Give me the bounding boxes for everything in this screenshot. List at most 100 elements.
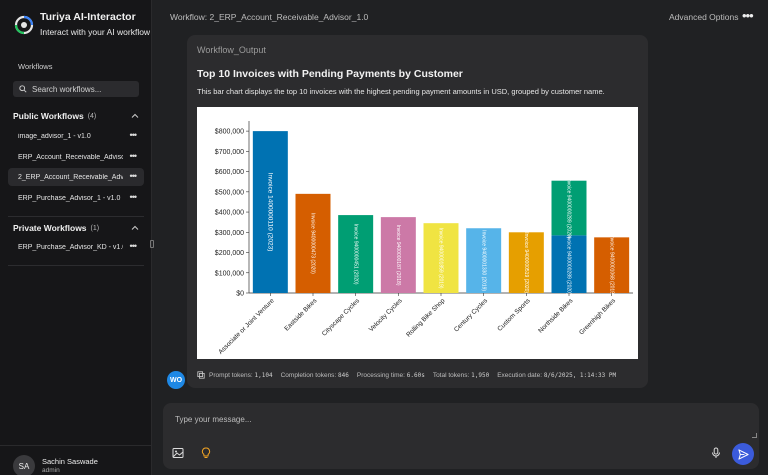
x-tick-label: Century Cycles [453, 297, 490, 334]
bar-data-label: Invoice 9400001330 (2019) [480, 230, 486, 291]
execution-date-label: Execution date: [497, 371, 542, 379]
prompt-tokens-value: 1,104 [254, 371, 273, 379]
y-tick-label: $0 [236, 291, 244, 298]
workflow-item[interactable]: ERP_Purchase_Advisor_1 - v1.0 ••• [8, 189, 144, 207]
output-label: Workflow_Output [197, 45, 266, 55]
sidebar-scroll-handle[interactable] [150, 240, 154, 248]
public-workflows-count: (4) [87, 112, 97, 120]
bar-data-label: Invoice 9400000289 (2020) [566, 234, 572, 295]
message-input[interactable] [175, 415, 735, 431]
y-tick-label: $400,000 [215, 210, 244, 217]
bar [466, 228, 502, 293]
bar [508, 232, 544, 293]
bar-data-label: Invoice 9400001859 (2019) [438, 228, 444, 289]
copy-icon[interactable] [197, 371, 205, 379]
user-role: admin [42, 467, 60, 474]
y-tick-label: $100,000 [215, 270, 244, 277]
bar-data-label: Invoice 9400000519 (2020) [523, 232, 529, 293]
bar-data-label: Invoice 9400000473 (2020) [310, 213, 316, 274]
sidebar-divider [8, 216, 144, 217]
lightbulb-icon[interactable] [200, 447, 212, 459]
total-tokens-label: Total tokens: [432, 371, 470, 379]
processing-time-label: Processing time: [356, 371, 405, 379]
resize-handle[interactable] [752, 433, 757, 438]
app-subtitle: Interact with your AI workflow [40, 27, 151, 37]
bar [551, 180, 587, 236]
image-upload-icon[interactable] [172, 447, 184, 459]
execution-date-value: 8/6/2025, 1:14:33 PM [543, 371, 617, 379]
y-tick-label: $500,000 [215, 189, 244, 196]
workflow-item-label: ERP_Purchase_Advisor_1 - v1.0 [18, 194, 121, 202]
private-workflows-count: (1) [90, 224, 100, 232]
x-tick-label: Custom Sports [496, 297, 532, 333]
bar-chart: $0 $100,000 $200,000 $300,000 $400,000 $500,0… [197, 107, 638, 359]
search-box [13, 81, 139, 97]
user-name: Sachin Saswade [42, 457, 98, 466]
bar-data-label: Invoice 9400000289 (2020) [566, 178, 572, 239]
workflow-title: Workflow: 2_ERP_Account_Receivable_Advis… [170, 12, 369, 22]
microphone-icon[interactable] [710, 447, 722, 459]
app-title: Turiya AI-Interactor [40, 11, 136, 23]
x-tick-label: Cityscape Cycles [321, 297, 362, 338]
x-tick-label: Associate or Joint Venture [217, 297, 276, 356]
y-tick-label: $600,000 [215, 169, 244, 176]
bar [551, 235, 587, 293]
private-workflows-title: Private Workflows [13, 223, 87, 233]
x-tick-label: Velocity Cycles [368, 297, 404, 333]
total-tokens-value: 1,950 [471, 371, 490, 379]
send-button[interactable] [732, 443, 754, 465]
workflow-output-card: Workflow_Output Top 10 Invoices with Pen… [187, 35, 648, 388]
more-options-icon[interactable]: ••• [129, 151, 138, 161]
completion-tokens-value: 846 [338, 371, 349, 379]
more-options-icon[interactable]: ••• [129, 192, 138, 202]
bar [295, 193, 331, 293]
run-stats: Prompt tokens: 1,104 Completion tokens: … [197, 371, 616, 379]
workflows-section-label: Workflows [18, 62, 53, 71]
private-workflows-header[interactable]: Private Workflows (1) [13, 223, 139, 233]
bar [252, 131, 288, 293]
chevron-up-icon[interactable] [131, 112, 139, 120]
more-options-icon[interactable]: ••• [129, 130, 138, 140]
bar [380, 217, 416, 293]
prompt-tokens-label: Prompt tokens: [209, 371, 253, 379]
avatar: SA [13, 455, 35, 475]
bar-data-label: Invoice 9400000187 (2018) [395, 225, 401, 286]
bar [594, 237, 630, 293]
workflow-item[interactable]: ERP_Account_Receivable_Advisor ••• [8, 148, 144, 166]
workflow-item[interactable]: image_advisor_1 - v1.0 ••• [8, 127, 144, 145]
output-title: Top 10 Invoices with Pending Payments by… [197, 68, 463, 80]
workflow-item-label: ERP_Purchase_Advisor_KD - v1.0 [18, 243, 123, 251]
bar-data-label: Invoice 9400001068 (2019) [608, 235, 614, 296]
user-profile[interactable]: SA Sachin Saswade admin [0, 445, 152, 475]
send-icon [737, 448, 749, 460]
bar-chart-svg: $0 $100,000 $200,000 $300,000 $400,000 $500,0… [215, 121, 633, 356]
output-description: This bar chart displays the top 10 invoi… [197, 87, 605, 96]
processing-time-value: 6.60s [406, 371, 425, 379]
sidebar-divider [8, 265, 144, 266]
public-workflows-title: Public Workflows [13, 111, 84, 121]
x-tick-label: Greenhigh Bikes [578, 297, 617, 336]
brand: Turiya AI-Interactor Interact with your … [14, 11, 150, 37]
more-options-icon[interactable]: ••• [129, 241, 138, 251]
more-menu-icon[interactable]: ••• [742, 8, 754, 23]
workflow-item-label: 2_ERP_Account_Receivable_Advisor [18, 173, 123, 181]
bar [423, 223, 459, 293]
completion-tokens-label: Completion tokens: [280, 371, 337, 379]
x-tick-label: Northside Bikes [537, 297, 575, 335]
y-tick-label: $200,000 [215, 250, 244, 257]
workflow-item-label: ERP_Account_Receivable_Advisor [18, 153, 123, 161]
public-workflows-header[interactable]: Public Workflows (4) [13, 111, 139, 121]
bar-data-label: Invoice 9400000451 (2020) [352, 224, 358, 285]
x-tick-label: Rolling Bike Shop [405, 297, 447, 339]
chevron-up-icon[interactable] [131, 224, 139, 232]
search-input[interactable] [32, 84, 137, 94]
advanced-options-button[interactable]: Advanced Options [669, 12, 739, 22]
search-icon [19, 85, 27, 93]
more-options-icon[interactable]: ••• [129, 171, 138, 181]
workflow-item-label: image_advisor_1 - v1.0 [18, 132, 91, 140]
workflow-item-active[interactable]: 2_ERP_Account_Receivable_Advisor ••• [8, 168, 144, 186]
workflow-item[interactable]: ERP_Purchase_Advisor_KD - v1.0 ••• [8, 238, 144, 256]
y-tick-label: $700,000 [215, 149, 244, 156]
workflow-output-avatar: WO [167, 371, 185, 389]
